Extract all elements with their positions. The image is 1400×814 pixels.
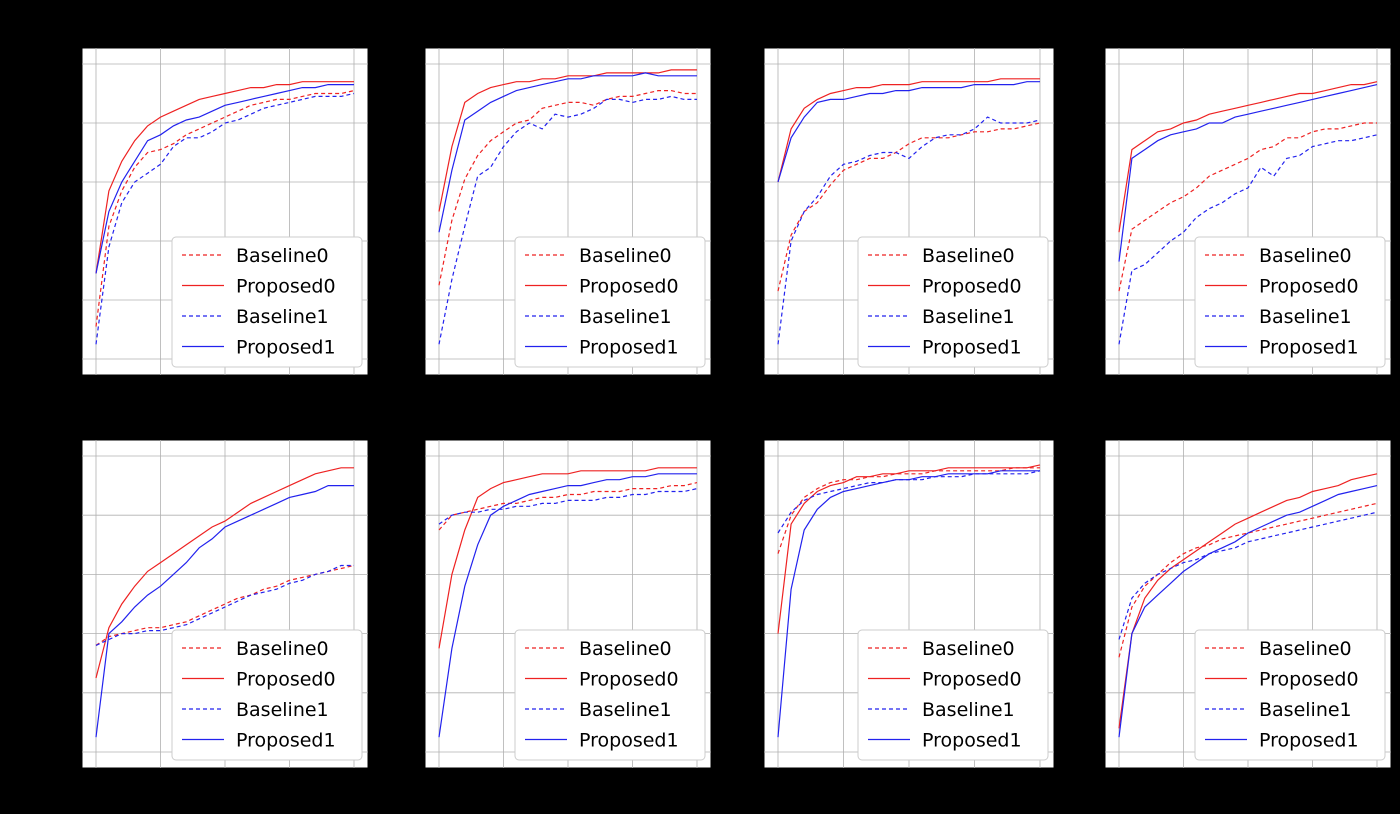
legend-label: Proposed1 bbox=[236, 730, 336, 752]
legend: Baseline0 Proposed0 Baseline1 Proposed1 bbox=[171, 629, 363, 761]
legend-label: Proposed0 bbox=[1259, 276, 1359, 298]
legend-box bbox=[171, 236, 363, 368]
legend-label: Proposed1 bbox=[1259, 730, 1359, 752]
legend-label: Baseline0 bbox=[922, 638, 1015, 660]
series-line-baseline0 bbox=[438, 89, 697, 286]
chart-panel-1: Baseline0 Proposed0 Baseline1 Proposed1 bbox=[81, 47, 369, 376]
series-line-proposed0 bbox=[438, 69, 697, 212]
legend: Baseline0 Proposed0 Baseline1 Proposed1 bbox=[1194, 236, 1386, 368]
legend-label: Proposed0 bbox=[236, 669, 336, 691]
legend-label: Proposed0 bbox=[579, 669, 679, 691]
series-line-proposed1 bbox=[1118, 84, 1378, 262]
series-line-baseline1 bbox=[1118, 511, 1378, 640]
series-line-proposed1 bbox=[777, 81, 1040, 183]
series-line-baseline0 bbox=[777, 122, 1041, 292]
series-line-baseline0 bbox=[1118, 502, 1378, 658]
legend-label: Baseline1 bbox=[1259, 306, 1352, 328]
chart-panel-3: Baseline0 Proposed0 Baseline1 Proposed1 bbox=[763, 47, 1055, 376]
legend-label: Proposed1 bbox=[922, 730, 1022, 752]
chart-panel-8: Baseline0 Proposed0 Baseline1 Proposed1 bbox=[1104, 439, 1392, 769]
series-line-proposed1 bbox=[95, 83, 354, 274]
legend: Baseline0 Proposed0 Baseline1 Proposed1 bbox=[171, 236, 363, 368]
legend-box bbox=[171, 629, 363, 761]
series-line-proposed0 bbox=[777, 78, 1040, 183]
series-line-baseline0 bbox=[95, 90, 355, 327]
legend: Baseline0 Proposed0 Baseline1 Proposed1 bbox=[1194, 629, 1386, 761]
series-line-baseline0 bbox=[438, 482, 698, 531]
chart-panel-6: Baseline0 Proposed0 Baseline1 Proposed1 bbox=[424, 439, 712, 769]
legend-label: Baseline0 bbox=[922, 245, 1015, 267]
legend-box bbox=[857, 236, 1049, 368]
series-line-proposed0 bbox=[438, 467, 697, 649]
legend-label: Baseline1 bbox=[579, 306, 672, 328]
legend-box bbox=[1194, 629, 1386, 761]
legend-label: Baseline1 bbox=[236, 306, 329, 328]
series-line-baseline1 bbox=[438, 95, 697, 345]
series-line-baseline1 bbox=[95, 564, 354, 646]
series-line-proposed1 bbox=[95, 485, 354, 738]
series-line-proposed1 bbox=[438, 473, 697, 738]
series-line-baseline1 bbox=[95, 92, 355, 345]
legend-label: Proposed0 bbox=[922, 276, 1022, 298]
series-line-proposed1 bbox=[1118, 485, 1378, 738]
legend: Baseline0 Proposed0 Baseline1 Proposed1 bbox=[857, 629, 1049, 761]
legend-label: Baseline0 bbox=[579, 638, 672, 660]
series-line-baseline1 bbox=[438, 488, 698, 525]
chart-panel-4: Baseline0 Proposed0 Baseline1 Proposed1 bbox=[1104, 47, 1392, 376]
legend-label: Proposed0 bbox=[236, 276, 336, 298]
legend-label: Baseline1 bbox=[579, 699, 672, 721]
legend-label: Baseline0 bbox=[1259, 638, 1352, 660]
legend-label: Proposed0 bbox=[1259, 669, 1359, 691]
legend-label: Proposed0 bbox=[579, 276, 679, 298]
legend-box bbox=[514, 236, 706, 368]
series-line-proposed0 bbox=[95, 81, 354, 274]
legend-label: Baseline0 bbox=[236, 245, 329, 267]
legend: Baseline0 Proposed0 Baseline1 Proposed1 bbox=[514, 236, 706, 368]
legend-label: Baseline1 bbox=[922, 699, 1015, 721]
series-line-proposed0 bbox=[1118, 473, 1378, 729]
legend-label: Proposed1 bbox=[236, 337, 336, 359]
chart-panel-7: Baseline0 Proposed0 Baseline1 Proposed1 bbox=[763, 439, 1055, 769]
legend-label: Baseline0 bbox=[579, 245, 672, 267]
legend-label: Baseline1 bbox=[236, 699, 329, 721]
legend: Baseline0 Proposed0 Baseline1 Proposed1 bbox=[857, 236, 1049, 368]
legend: Baseline0 Proposed0 Baseline1 Proposed1 bbox=[514, 629, 706, 761]
legend-box bbox=[857, 629, 1049, 761]
series-line-proposed0 bbox=[95, 467, 354, 679]
legend-label: Baseline1 bbox=[1259, 699, 1352, 721]
series-line-baseline1 bbox=[777, 116, 1041, 345]
legend-label: Proposed1 bbox=[1259, 337, 1359, 359]
series-line-baseline1 bbox=[1118, 134, 1378, 345]
legend-label: Baseline0 bbox=[236, 638, 329, 660]
legend-label: Proposed0 bbox=[922, 669, 1022, 691]
series-line-baseline0 bbox=[777, 467, 1040, 554]
legend-box bbox=[1194, 236, 1386, 368]
legend-label: Baseline0 bbox=[1259, 245, 1352, 267]
chart-panel-2: Baseline0 Proposed0 Baseline1 Proposed1 bbox=[424, 47, 712, 376]
series-line-proposed0 bbox=[777, 464, 1041, 634]
series-line-proposed1 bbox=[777, 470, 1040, 738]
series-line-proposed0 bbox=[1118, 81, 1378, 233]
legend-label: Proposed1 bbox=[579, 730, 679, 752]
series-line-proposed1 bbox=[438, 72, 697, 233]
legend-box bbox=[514, 629, 706, 761]
legend-label: Proposed1 bbox=[922, 337, 1022, 359]
legend-label: Proposed1 bbox=[579, 337, 679, 359]
chart-panel-5: Baseline0 Proposed0 Baseline1 Proposed1 bbox=[81, 439, 369, 769]
legend-label: Baseline1 bbox=[922, 306, 1015, 328]
series-line-baseline0 bbox=[1118, 122, 1377, 292]
